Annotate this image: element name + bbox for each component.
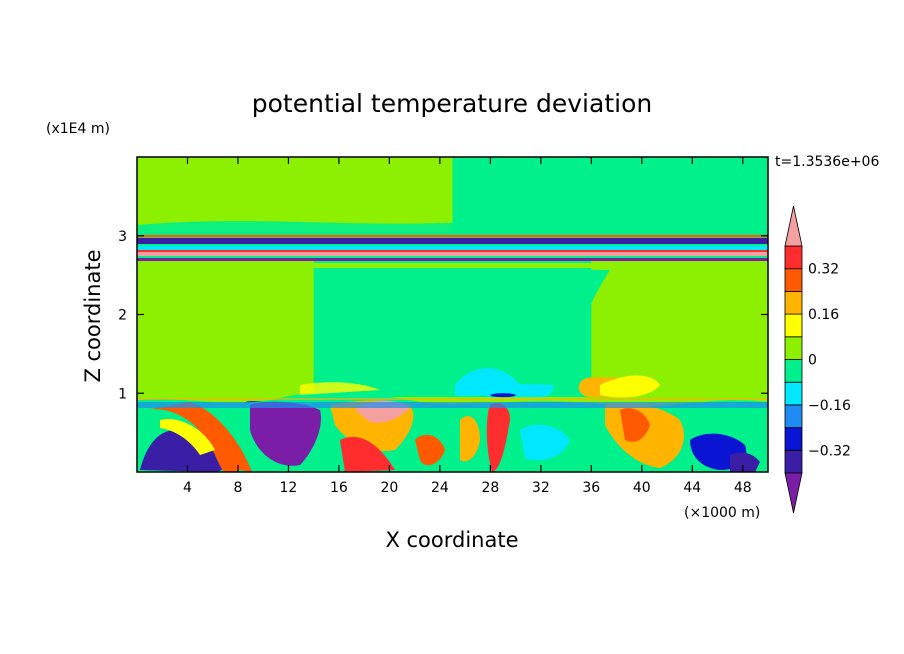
- x-tick-label: 32: [532, 480, 550, 496]
- x-tick-label: 16: [330, 480, 348, 496]
- colorbar-cap-low: [784, 472, 803, 514]
- colorbar-box: [784, 381, 803, 406]
- y-axis: 1 2 3: [118, 229, 768, 402]
- x-axis-label: X coordinate: [385, 528, 518, 552]
- time-label: t=1.3536e+06: [775, 154, 879, 170]
- colorbar: 0.32 0.16 0 −0.16 −0.32: [784, 205, 851, 514]
- y-unit-label: (x1E4 m): [46, 121, 110, 137]
- colorbar-label: 0.32: [808, 262, 839, 278]
- upper-layer-detail: [137, 157, 768, 398]
- x-tick-label: 36: [582, 480, 600, 496]
- colorbar-box: [784, 359, 803, 383]
- x-tick-label: 4: [183, 480, 192, 496]
- x-tick-label: 8: [233, 480, 242, 496]
- colorbar-label: −0.16: [808, 398, 851, 414]
- x-tick-label: 24: [431, 480, 449, 496]
- colorbar-box: [784, 336, 803, 360]
- x-tick-label: 48: [734, 480, 752, 496]
- colorbar-box: [784, 290, 803, 315]
- x-tick-label: 28: [481, 480, 499, 496]
- field-region: [490, 393, 516, 398]
- colorbar-box: [784, 245, 803, 270]
- boundary-layer-detail: [137, 392, 768, 472]
- field-region: [137, 234, 768, 238]
- colorbar-box: [784, 404, 803, 428]
- heatmap-field: [137, 157, 768, 472]
- colorbar-label: 0.16: [808, 307, 839, 323]
- y-tick-label: 2: [118, 308, 127, 324]
- x-tick-label: 12: [280, 480, 298, 496]
- colorbar-box: [784, 268, 803, 292]
- x-tick-label: 40: [633, 480, 651, 496]
- x-tick-label: 20: [380, 480, 398, 496]
- colorbar-box: [784, 449, 803, 474]
- colorbar-cap-high: [784, 205, 803, 247]
- y-tick-label: 3: [118, 229, 127, 245]
- y-axis-label: Z coordinate: [81, 249, 105, 382]
- colorbar-box: [784, 313, 803, 338]
- x-tick-label: 44: [683, 480, 701, 496]
- colorbar-label: 0: [808, 353, 817, 369]
- x-unit-label: (×1000 m): [684, 505, 760, 521]
- x-axis: 4 8 12 16 20 24 28 32 36 40 44 48: [183, 157, 752, 496]
- colorbar-box: [784, 427, 803, 451]
- field-region: [137, 249, 768, 254]
- chart-title: potential temperature deviation: [252, 89, 652, 118]
- colorbar-label: −0.32: [808, 443, 851, 459]
- y-tick-label: 1: [118, 386, 127, 402]
